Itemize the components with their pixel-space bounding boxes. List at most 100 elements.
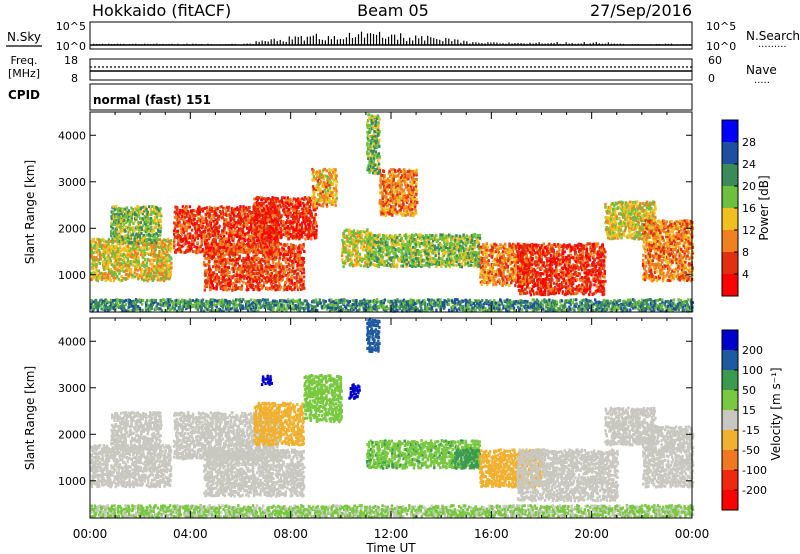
heatmap-cell — [444, 264, 448, 268]
heatmap-cell — [148, 205, 151, 209]
heatmap-cell — [237, 215, 241, 219]
heatmap-cell — [90, 240, 93, 244]
heatmap-cell — [133, 219, 137, 223]
heatmap-cell — [208, 215, 211, 219]
heatmap-cell — [414, 233, 418, 237]
heatmap-cell — [222, 288, 225, 292]
heatmap-cell — [325, 169, 328, 173]
heatmap-cell — [190, 211, 193, 215]
heatmap-cell — [227, 244, 230, 247]
heatmap-cell — [250, 256, 253, 260]
heatmap-cell — [211, 286, 214, 290]
heatmap-cell — [113, 239, 117, 243]
heatmap-cell — [111, 240, 114, 244]
heatmap-cell — [204, 240, 207, 244]
heatmap-cell — [123, 257, 126, 261]
heatmap-cell — [144, 277, 148, 280]
heatmap-cell — [201, 247, 204, 251]
heatmap-cell — [145, 233, 148, 237]
heatmap-cell — [173, 221, 176, 225]
heatmap-cell — [217, 230, 220, 233]
heatmap-cell — [189, 217, 192, 221]
heatmap-cell — [110, 215, 113, 219]
heatmap-cell — [151, 229, 154, 233]
heatmap-cell — [246, 267, 249, 271]
heatmap-cell — [252, 232, 255, 236]
heatmap-cell — [132, 221, 135, 225]
nsky-bar — [433, 38, 435, 45]
heatmap-cell — [237, 256, 241, 260]
heatmap-cell — [111, 249, 115, 253]
heatmap-cell — [227, 239, 231, 243]
heatmap-cell — [249, 269, 252, 273]
heatmap-cell — [234, 221, 237, 224]
heatmap-cell — [236, 206, 239, 210]
heatmap-cell — [445, 258, 449, 262]
heatmap-cell — [161, 251, 164, 255]
heatmap-cell — [244, 282, 248, 285]
heatmap-cell — [196, 249, 200, 253]
heatmap-cell — [138, 266, 142, 270]
heatmap-cell — [228, 251, 231, 255]
heatmap-cell — [230, 243, 233, 247]
heatmap-cell — [193, 224, 196, 228]
heatmap-cell — [144, 219, 148, 222]
heatmap-cell — [228, 286, 232, 290]
heatmap-cell — [217, 245, 221, 249]
heatmap-cell — [248, 249, 252, 253]
heatmap-cell — [158, 238, 161, 242]
heatmap-cell — [278, 278, 282, 282]
heatmap-cell — [124, 236, 128, 240]
heatmap-cell — [247, 242, 250, 246]
heatmap-cell — [185, 214, 189, 218]
heatmap-cell — [203, 234, 206, 238]
heatmap-cell — [115, 226, 119, 230]
heatmap-cell — [261, 244, 264, 248]
heatmap-cell — [246, 213, 249, 216]
heatmap-cell — [223, 257, 227, 261]
heatmap-cell — [225, 210, 228, 213]
heatmap-cell — [323, 188, 326, 192]
heatmap-cell — [217, 279, 220, 283]
heatmap-cell — [139, 209, 142, 213]
nsky-bar — [177, 43, 179, 45]
heatmap-cell — [247, 258, 250, 262]
heatmap-cell — [329, 173, 333, 177]
heatmap-cell — [247, 246, 251, 250]
heatmap-cell — [276, 243, 280, 247]
nsky-bar — [159, 44, 161, 45]
heatmap-cell — [251, 260, 255, 264]
nsky-bar — [532, 43, 534, 45]
heatmap-cell — [258, 250, 261, 254]
heatmap-cell — [193, 217, 196, 221]
heatmap-cell — [335, 196, 338, 200]
heatmap-cell — [150, 213, 153, 217]
heatmap-cell — [114, 276, 117, 280]
heatmap-cell — [127, 251, 130, 255]
heatmap-cell — [98, 254, 102, 257]
nsky-bar — [484, 43, 486, 45]
nsky-bar — [261, 40, 263, 45]
heatmap-cell — [140, 239, 144, 242]
heatmap-cell — [428, 233, 431, 237]
heatmap-cell — [265, 275, 269, 279]
heatmap-cell — [115, 233, 118, 237]
heatmap-cell — [147, 269, 151, 273]
heatmap-cell — [270, 218, 274, 222]
heatmap-cell — [126, 210, 130, 214]
heatmap-cell — [266, 277, 269, 281]
heatmap-cell — [193, 245, 196, 248]
heatmap-cell — [310, 237, 313, 241]
heatmap-cell — [114, 272, 117, 276]
heatmap-cell — [184, 242, 187, 246]
nsky-bar — [445, 37, 447, 45]
heatmap-cell — [264, 272, 268, 275]
heatmap-cell — [266, 271, 270, 275]
heatmap-cell — [157, 242, 160, 246]
heatmap-cell — [221, 240, 225, 243]
heatmap-cell — [159, 226, 163, 230]
heatmap-cell — [185, 228, 188, 232]
heatmap-cell — [245, 288, 248, 292]
heatmap-cell — [91, 262, 94, 266]
heatmap-cell — [131, 227, 134, 231]
